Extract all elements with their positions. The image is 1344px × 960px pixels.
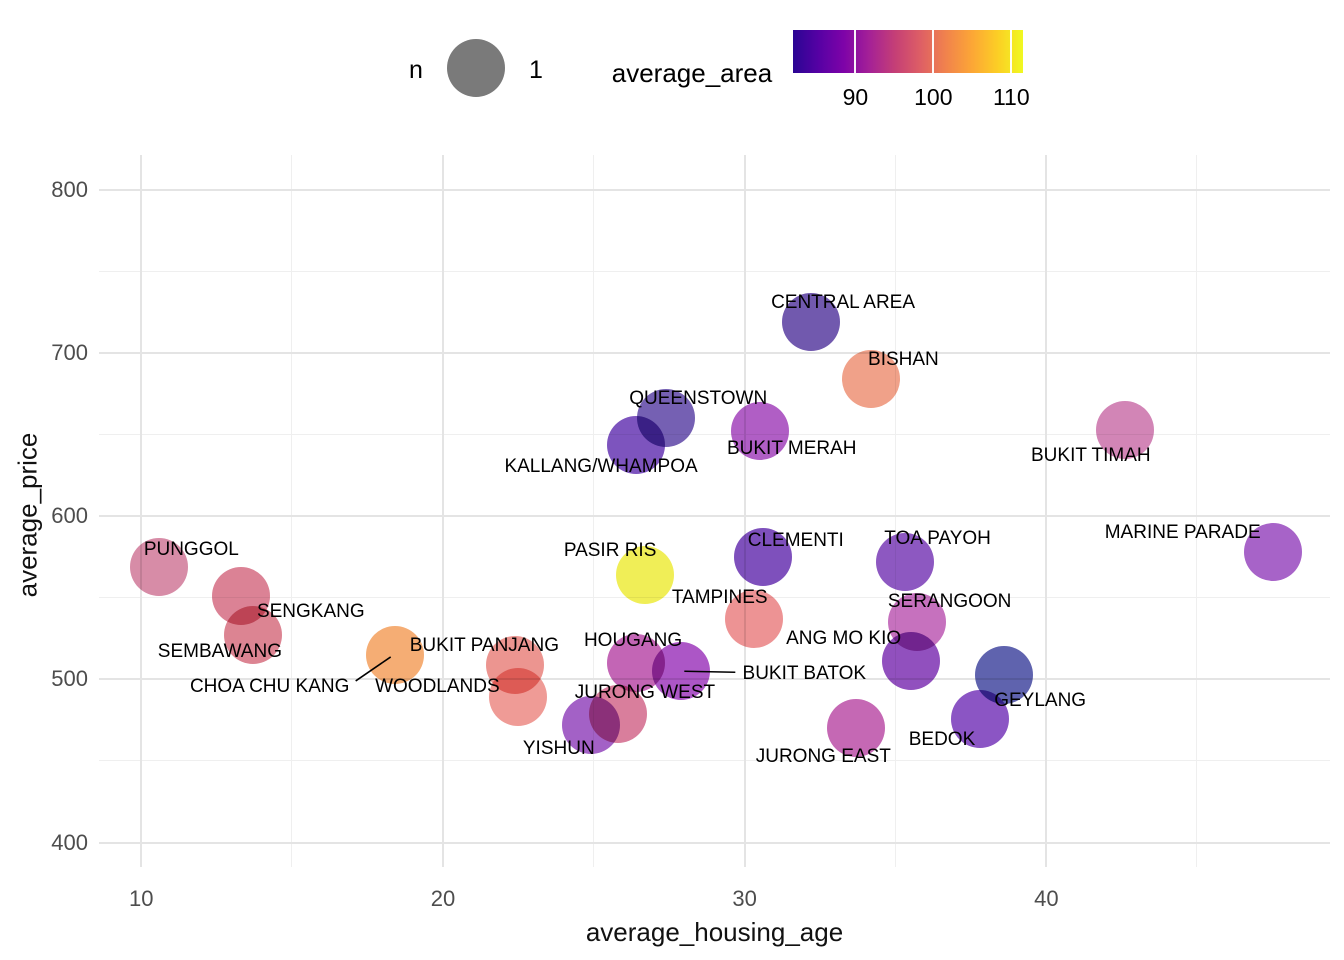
y-tick-label: 400 [51, 829, 88, 855]
point-label-bedok: BEDOK [908, 728, 976, 750]
point-label-woodlands: WOODLANDS [375, 676, 500, 698]
point-clementi [733, 528, 792, 587]
point-label-punggol: PUNGGOL [143, 538, 239, 560]
y-tick-label: 600 [51, 503, 88, 529]
grid-major-x [1045, 155, 1048, 867]
point-kallang-whampoa [607, 415, 666, 474]
y-tick-label: 800 [51, 177, 88, 203]
colorbar-tick-mark [854, 30, 857, 73]
point-label-geylang: GEYLANG [994, 689, 1087, 711]
point-woodlands [489, 668, 548, 727]
grid-major-y [99, 515, 1330, 518]
grid-major-x [743, 155, 746, 867]
point-jurong-east [827, 699, 886, 758]
point-label-serangoon: SERANGOON [887, 591, 1012, 613]
grid-major-x [441, 155, 444, 867]
point-tampines [724, 590, 783, 649]
point-label-bukit-batok: BUKIT BATOK [742, 663, 867, 685]
y-tick-label: 500 [51, 666, 88, 692]
colorbar-tick-label: 100 [914, 84, 953, 110]
x-tick-label: 20 [430, 886, 456, 911]
size-legend-title: n [409, 56, 423, 84]
point-label-jurong-west: JURONG WEST [574, 681, 716, 703]
point-label-toa-payoh: TOA PAYOH [884, 528, 991, 549]
point-label-bukit-merah: BUKIT MERAH [726, 438, 857, 460]
point-label-kallang-whampoa: KALLANG/WHAMPOA [504, 455, 698, 477]
point-label-tampines: TAMPINES [671, 587, 768, 609]
colorbar-tick-mark [1010, 30, 1013, 73]
point-label-sembawang: SEMBAWANG [157, 641, 282, 663]
grid-minor-y [99, 433, 1330, 435]
point-label-choa-chu-kang: CHOA CHU KANG [189, 675, 350, 697]
point-central-area [782, 293, 841, 352]
colorbar-title: average_area [611, 58, 773, 88]
point-bishan [842, 350, 901, 409]
grid-minor-x [1196, 155, 1198, 867]
point-label-jurong-east: JURONG EAST [755, 746, 891, 768]
point-bedok [951, 689, 1009, 748]
x-axis-title: average_housing_age [585, 917, 844, 947]
grid-major-y [99, 189, 1330, 192]
point-label-queenstown: QUEENSTOWN [629, 388, 768, 410]
point-bukit-merah [730, 402, 789, 461]
colorbar-gradient [793, 30, 1023, 73]
x-tick-label: 10 [128, 886, 154, 911]
grid-major-y [99, 352, 1330, 355]
x-tick-label: 40 [1034, 886, 1059, 911]
colorbar-tick-mark [932, 30, 935, 73]
grid-minor-y [99, 270, 1330, 272]
point-label-marine-parade: MARINE PARADE [1104, 522, 1261, 544]
grid-minor-y [99, 596, 1330, 598]
point-label-central-area: CENTRAL AREA [771, 292, 916, 314]
point-label-bukit-panjang: BUKIT PANJANG [409, 634, 559, 656]
point-sembawang [223, 606, 282, 665]
point-bukit-timah [1095, 400, 1154, 459]
colorbar-tick-label: 90 [842, 84, 869, 110]
grid-minor-y [99, 759, 1330, 761]
point-jurong-west [588, 684, 647, 743]
plot-panel [99, 155, 1330, 867]
x-tick-label: 30 [732, 886, 757, 911]
point-label-ang-mo-kio: ANG MO KIO [786, 628, 902, 650]
grid-minor-x [894, 155, 896, 867]
colorbar-tick-label: 110 [992, 84, 1030, 110]
point-label-yishun: YISHUN [522, 738, 595, 760]
size-legend-value: 1 [529, 56, 543, 84]
grid-minor-x [592, 155, 594, 867]
point-toa-payoh [875, 532, 934, 591]
point-ang-mo-kio [881, 632, 940, 691]
point-label-bishan: BISHAN [868, 349, 939, 371]
point-marine-parade [1243, 523, 1302, 582]
point-label-pasir-ris: PASIR RIS [563, 540, 657, 562]
y-tick-label: 700 [51, 340, 88, 366]
point-pasir-ris [616, 546, 675, 605]
grid-major-y [99, 678, 1330, 681]
point-label-sengkang: SENGKANG [256, 601, 365, 623]
point-label-bukit-timah: BUKIT TIMAH [1031, 444, 1151, 466]
grid-major-x [140, 155, 143, 867]
point-label-clementi: CLEMENTI [747, 530, 844, 552]
point-label-hougang: HOUGANG [583, 630, 683, 652]
grid-minor-x [291, 155, 293, 867]
grid-major-y [99, 841, 1330, 844]
point-punggol [130, 537, 189, 596]
size-legend-circle [447, 39, 505, 97]
